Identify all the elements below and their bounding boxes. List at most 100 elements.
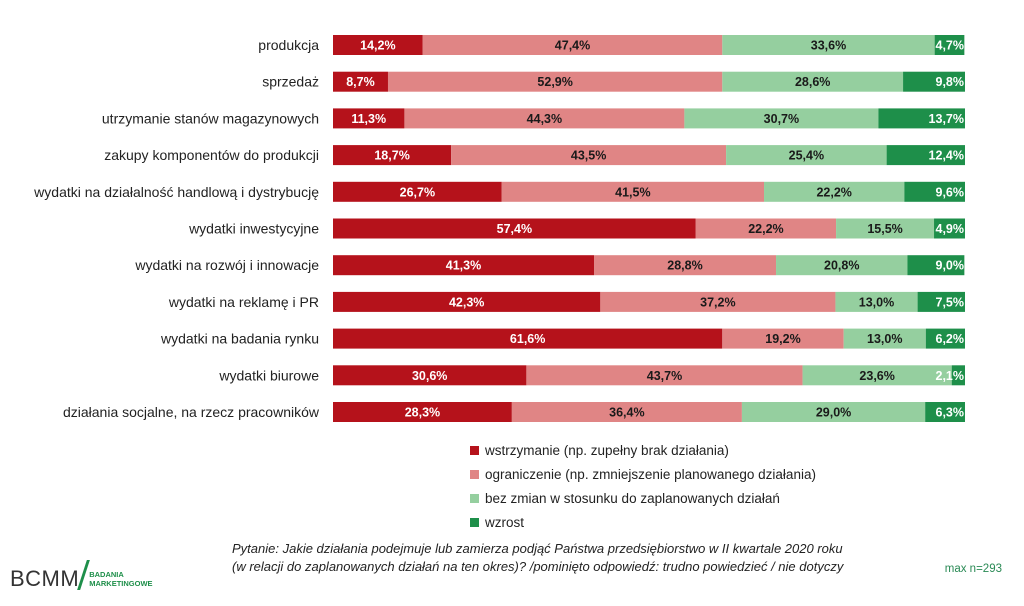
data-label: 47,4%: [555, 39, 590, 53]
category-label: wydatki na działalność handlową i dystry…: [33, 184, 319, 200]
data-label: 30,6%: [412, 369, 447, 383]
bar-segment: [722, 71, 904, 92]
data-label: 9,6%: [936, 185, 965, 199]
data-label: 42,3%: [449, 295, 484, 309]
data-label: 41,3%: [446, 259, 481, 273]
data-label: 6,2%: [936, 332, 965, 346]
category-label: wydatki na reklamę i PR: [168, 294, 319, 310]
data-label: 28,8%: [667, 259, 702, 273]
logo-sub-line1: BADANIA: [89, 570, 124, 579]
data-label: 13,0%: [867, 332, 902, 346]
data-label: 57,4%: [497, 222, 532, 236]
data-label: 52,9%: [537, 75, 572, 89]
data-label: 9,0%: [936, 259, 965, 273]
bar-segment: [333, 328, 723, 349]
bar-segment: [526, 365, 803, 386]
data-label: 20,8%: [824, 259, 859, 273]
data-label: 25,4%: [789, 149, 824, 163]
legend-label: ograniczenie (np. zmniejszenie planowane…: [485, 466, 816, 482]
data-label: 36,4%: [609, 406, 644, 420]
category-labels: produkcja sprzedaż utrzymanie stanów magaz…: [33, 37, 320, 420]
bar-segment: [776, 255, 908, 276]
data-label: 18,7%: [374, 149, 409, 163]
data-label: 19,2%: [765, 332, 800, 346]
bar-segment: [917, 291, 965, 312]
legend-item-wzrost: wzrost: [470, 510, 816, 534]
data-label: 12,4%: [929, 149, 964, 163]
category-label: utrzymanie stanów magazynowych: [102, 110, 319, 126]
bar-segment: [387, 71, 723, 92]
bar-segment: [836, 218, 935, 239]
bar-segment: [843, 328, 926, 349]
bar-segment: [333, 291, 601, 312]
bar-segment: [404, 108, 685, 129]
logo-subtitle: BADANIA MARKETINGOWE: [89, 570, 152, 588]
bar-segment: [511, 402, 742, 422]
category-label: sprzedaż: [262, 74, 319, 90]
legend-swatch: [470, 445, 479, 455]
category-label: wydatki biurowe: [218, 367, 319, 383]
data-label: 29,0%: [816, 406, 851, 420]
legend-label: wstrzymanie (np. zupełny brak działania): [485, 442, 729, 458]
data-label: 43,7%: [647, 369, 682, 383]
legend-item-ograniczenie: ograniczenie (np. zmniejszenie planowane…: [470, 462, 816, 486]
bar-segment: [422, 35, 723, 55]
bar-segment: [333, 71, 388, 92]
data-label: 23,6%: [859, 369, 894, 383]
logo-sub-line2: MARKETINGOWE: [89, 579, 153, 588]
bar-segment: [878, 108, 965, 129]
legend: wstrzymanie (np. zupełny brak działania)…: [470, 438, 816, 534]
bar-segment: [907, 255, 965, 276]
bar-segment: [501, 181, 765, 202]
bar-segment: [726, 145, 887, 166]
bar-segment: [925, 328, 965, 349]
category-label: produkcja: [258, 37, 319, 53]
logo-slash: [77, 560, 91, 590]
bar-segment: [802, 365, 952, 386]
question-line-2: (w relacji do zaplanowanych działań na t…: [232, 559, 844, 574]
data-label: 28,6%: [795, 75, 830, 89]
legend-label: wzrost: [485, 514, 525, 530]
bar-segment: [741, 402, 926, 422]
stacked-bar-chart: produkcja sprzedaż utrzymanie stanów magaz…: [33, 35, 965, 422]
data-label: 4,9%: [936, 222, 965, 236]
bar-segment: [684, 108, 879, 129]
bcmm-logo: BCMM BADANIA MARKETINGOWE: [10, 560, 153, 590]
bar-segment: [764, 181, 905, 202]
data-label: 26,7%: [400, 185, 435, 199]
bar-segment: [925, 402, 965, 422]
data-label: 44,3%: [527, 112, 562, 126]
bar-segment: [934, 35, 965, 55]
legend-label: bez zmian w stosunku do zaplanowanych dz…: [485, 490, 780, 506]
data-label: 4,7%: [936, 39, 965, 53]
bar-segment: [333, 365, 527, 386]
category-label: wydatki na rozwój i innowacje: [134, 257, 319, 273]
data-label: 43,5%: [571, 149, 606, 163]
bar-segment: [333, 181, 502, 202]
bar-segment: [333, 145, 452, 166]
bar-segment: [333, 35, 423, 55]
bar-segment: [333, 108, 405, 129]
bar-segment: [594, 255, 777, 276]
data-label: 41,5%: [615, 185, 650, 199]
bar-segment: [951, 365, 965, 386]
data-label: 6,3%: [936, 406, 965, 420]
data-label: 11,3%: [351, 112, 386, 126]
category-label: zakupy komponentów do produkcji: [104, 147, 319, 163]
data-label: 33,6%: [811, 39, 846, 53]
category-label: działania socjalne, na rzecz pracowników: [63, 404, 320, 420]
data-label: 9,8%: [936, 75, 965, 89]
legend-item-wstrzymanie: wstrzymanie (np. zupełny brak działania): [470, 438, 816, 462]
bar-segment: [333, 218, 696, 239]
logo-main-text: BCMM: [10, 566, 80, 591]
survey-question: Pytanie: Jakie działania podejmuje lub z…: [232, 540, 912, 576]
bar-segment: [934, 218, 965, 239]
category-label: wydatki inwestycyjne: [188, 221, 319, 237]
data-label: 30,7%: [764, 112, 799, 126]
data-label: 8,7%: [346, 75, 375, 89]
data-label: 13,7%: [929, 112, 964, 126]
bar-segment: [886, 145, 965, 166]
bar-segment: [835, 291, 918, 312]
bar-segment: [333, 255, 595, 276]
bar-segment: [904, 181, 965, 202]
